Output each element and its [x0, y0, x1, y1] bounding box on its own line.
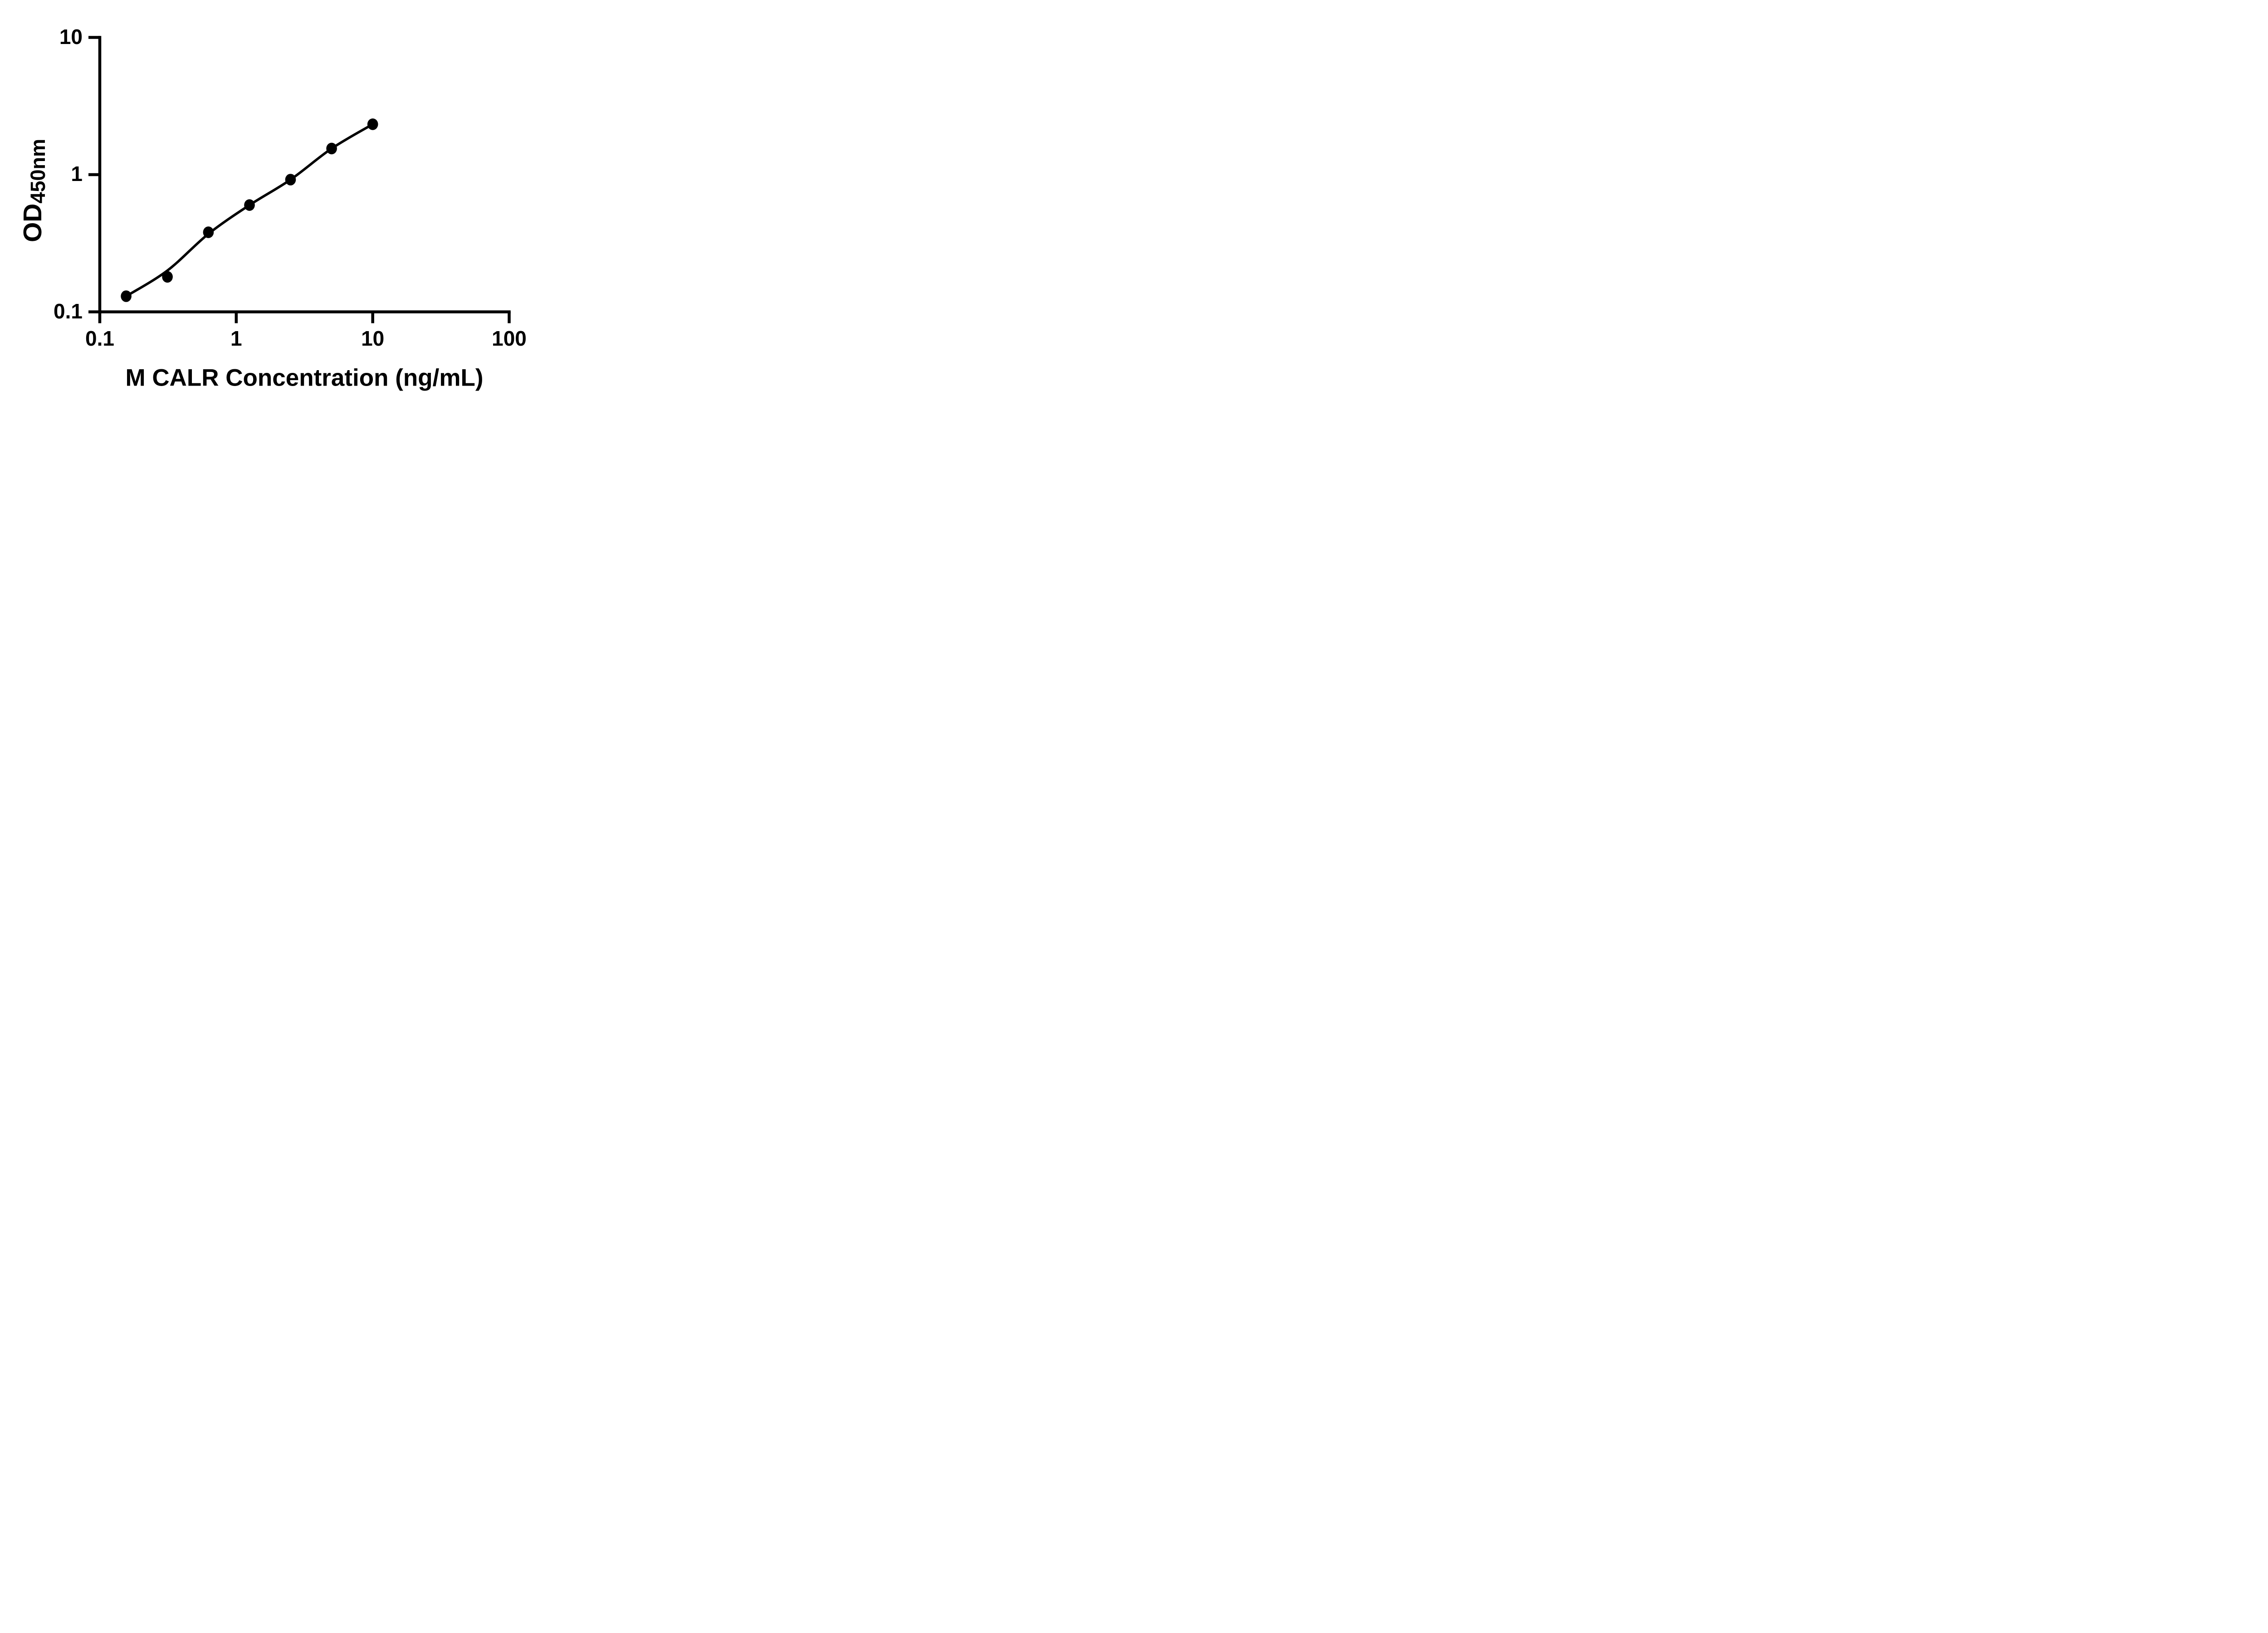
- data-point: [244, 199, 255, 211]
- x-tick-label: 0.1: [85, 327, 114, 350]
- x-tick-label: 10: [361, 327, 385, 350]
- data-point: [203, 226, 214, 238]
- plot-area: [88, 36, 511, 323]
- y-axis-title-subscript: 450nm: [26, 138, 50, 204]
- y-tick-label: 0.1: [54, 299, 83, 323]
- data-point: [326, 142, 337, 155]
- y-axis-title: OD450nm: [18, 138, 50, 243]
- data-point: [162, 271, 173, 283]
- x-tick-label: 1: [230, 327, 242, 350]
- y-tick-label: 10: [59, 24, 83, 49]
- x-axis-title: M CALR Concentration (ng/mL): [125, 364, 484, 391]
- x-tick-label: 100: [492, 327, 527, 350]
- data-point: [121, 290, 132, 302]
- data-point: [285, 174, 296, 186]
- data-point: [367, 118, 378, 130]
- y-axis-title-main: OD: [18, 203, 47, 243]
- y-tick-label: 1: [71, 161, 83, 186]
- elisa-standard-curve-figure: OD450nm M CALR Concentration (ng/mL) 0.1…: [0, 0, 571, 408]
